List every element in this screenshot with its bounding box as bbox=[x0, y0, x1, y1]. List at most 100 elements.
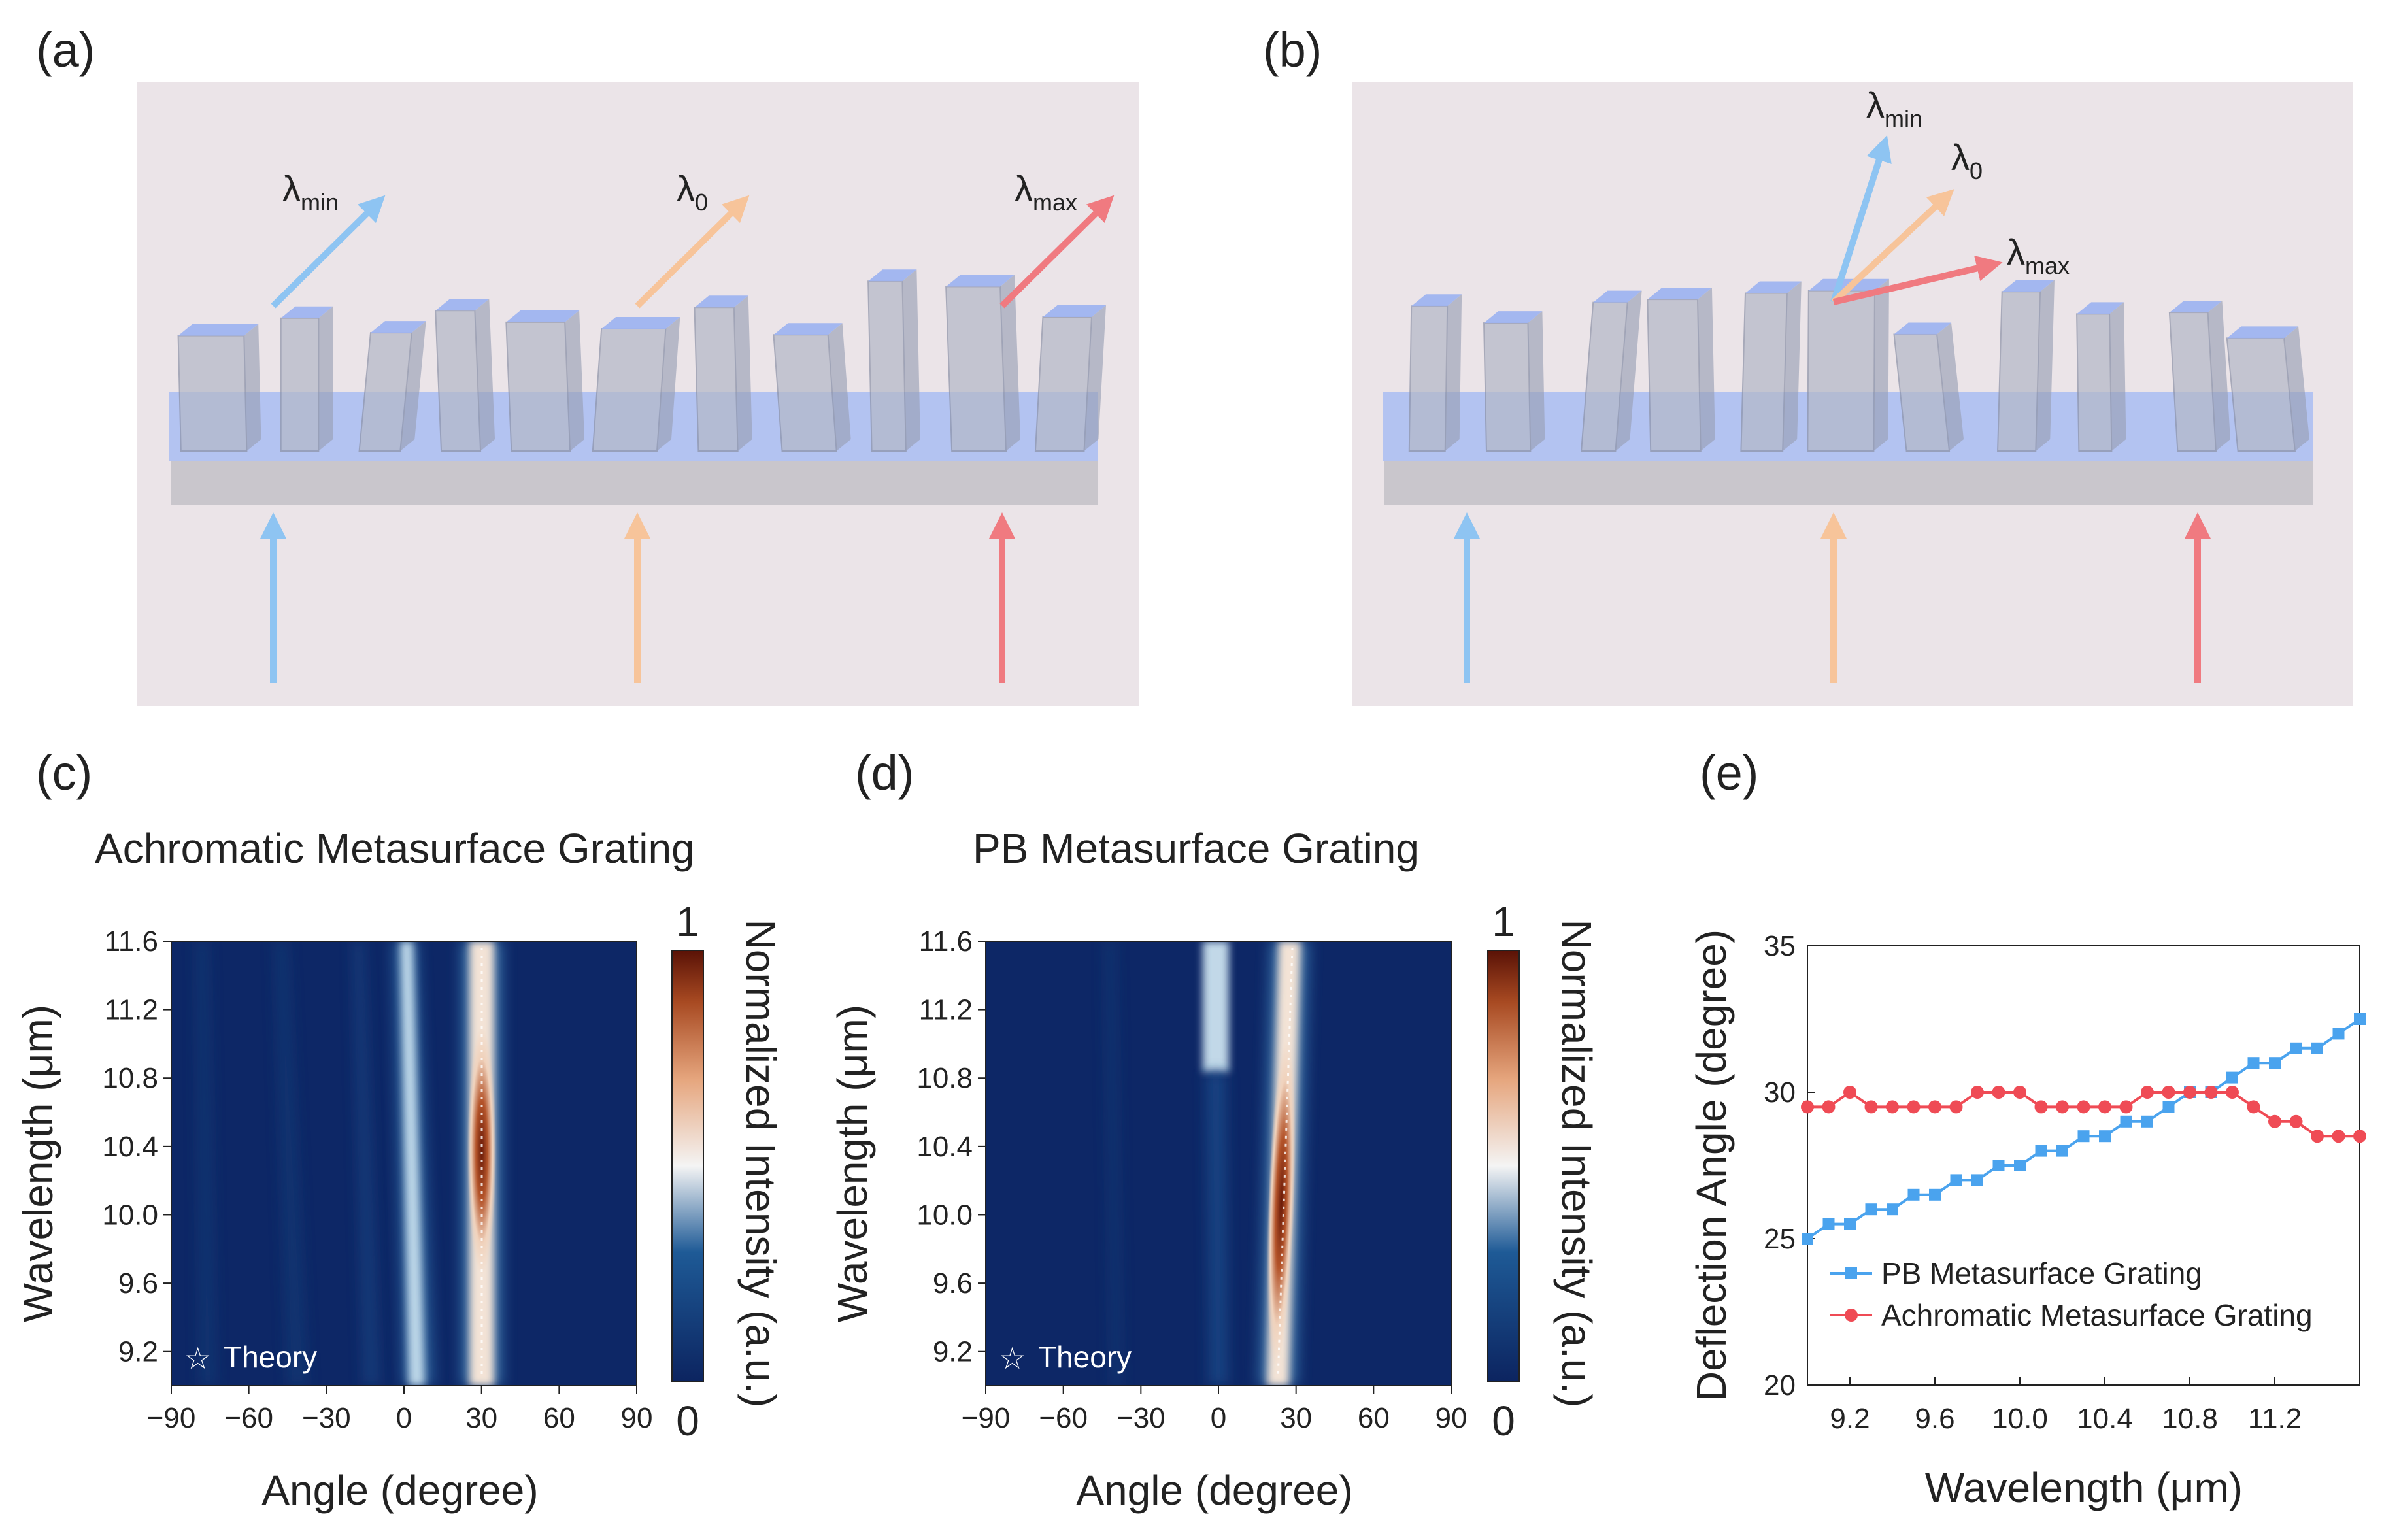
data-point-achromatic bbox=[1864, 1100, 1878, 1114]
output-arrow-min-b bbox=[1830, 135, 1892, 303]
schematic-b-pillar bbox=[2076, 302, 2126, 452]
heatmap-d-ytick-label: 10.4 bbox=[916, 1131, 973, 1163]
schematic-a-pillar-top bbox=[435, 299, 490, 311]
data-point-achromatic bbox=[1886, 1100, 1899, 1114]
schematic-b-pillar-side bbox=[1697, 288, 1715, 451]
schematic-a-pillar-top bbox=[946, 275, 1015, 287]
heatmap-d-ytick-label: 11.6 bbox=[919, 926, 973, 958]
data-point-pb bbox=[1822, 1218, 1835, 1230]
legend-item-pb: PB Metasurface Grating bbox=[1830, 1256, 2202, 1290]
data-point-pb bbox=[2077, 1130, 2090, 1143]
schematic-a-pillar-top bbox=[694, 295, 748, 308]
schematic-b-pillar-side bbox=[1528, 311, 1545, 451]
heatmap-c-zero-order bbox=[400, 941, 425, 1386]
schematic-a-pillar-side bbox=[999, 275, 1020, 451]
schematic-a-pillar-side bbox=[828, 323, 851, 451]
data-point-pb bbox=[2311, 1042, 2323, 1054]
heatmap-c-ylabel: Wavelength (μm) bbox=[14, 1005, 61, 1322]
heatmap-d-zero-order-top bbox=[1203, 941, 1229, 1072]
schematic-a-pillar-body bbox=[1034, 316, 1093, 452]
colorbar-c-label: Normalized Intensity (a.u.) bbox=[737, 920, 784, 1408]
line-chart-ytick-label: 25 bbox=[1764, 1223, 1796, 1255]
panel-label-c: (c) bbox=[36, 746, 92, 800]
colorbar-d bbox=[1487, 950, 1520, 1382]
schematic-a-pillar-top bbox=[868, 269, 917, 282]
schematic-a-pillar bbox=[867, 269, 920, 452]
schematic-a-pillar bbox=[1034, 305, 1106, 452]
schematic-a-pillar bbox=[177, 324, 261, 452]
lambda-min-label-b: λmin bbox=[1866, 84, 1922, 132]
schematic-b-pillar bbox=[1483, 311, 1545, 452]
substrate-side-a bbox=[171, 461, 1098, 505]
data-point-achromatic bbox=[2226, 1086, 2239, 1099]
line-chart-series bbox=[1801, 1013, 2366, 1245]
data-point-pb bbox=[1865, 1203, 1877, 1216]
schematic-a-pillar-top bbox=[371, 321, 426, 333]
theory-label-d: Theory bbox=[1038, 1340, 1132, 1374]
line-chart-legend: PB Metasurface Grating Achromatic Metasur… bbox=[1830, 1256, 2313, 1332]
data-point-pb bbox=[2120, 1115, 2132, 1128]
schematic-a-pillar-side bbox=[318, 306, 333, 451]
data-point-achromatic bbox=[2311, 1130, 2324, 1143]
schematic-b-pillar bbox=[1997, 280, 2055, 452]
output-arrow-zero-b bbox=[1831, 189, 1954, 305]
theory-star-c: ☆ bbox=[184, 1341, 211, 1375]
schematic-b-pillar-side bbox=[1937, 322, 1964, 451]
panel-label-a: (a) bbox=[36, 23, 95, 77]
line-chart-ticks: 9.2 9.6 10.0 10.4 10.8 11.2 35 30 25 20 bbox=[1764, 930, 2302, 1435]
heatmap-c-ytick-label: 11.6 bbox=[105, 926, 158, 958]
heatmap-c-faint-band-3 bbox=[353, 941, 379, 1386]
schematic-a-pillar-body bbox=[435, 310, 482, 452]
schematic-a-pillar bbox=[945, 275, 1020, 452]
schematic-a-pillar bbox=[592, 317, 680, 452]
data-point-pb bbox=[2162, 1101, 2175, 1113]
heatmap-c-ticks: −90 −60 −30 0 30 60 90 11.6 11.2 10.8 10.4 10.0 9.6 9… bbox=[102, 926, 652, 1434]
heatmap-d-intensity-peak bbox=[1267, 1039, 1296, 1366]
data-point-pb bbox=[1844, 1218, 1856, 1230]
heatmap-c-xtick-label: −90 bbox=[147, 1402, 196, 1434]
schematic-a-pillar-body bbox=[945, 286, 1007, 452]
schematic-b-pillar-side bbox=[2036, 280, 2055, 451]
line-chart-xlabel: Wavelength (μm) bbox=[1925, 1464, 2243, 1511]
data-point-achromatic bbox=[1992, 1086, 2005, 1099]
theory-star-d: ☆ bbox=[999, 1341, 1026, 1375]
title-d: PB Metasurface Grating bbox=[973, 825, 1419, 872]
schematic-b-pillar bbox=[1893, 322, 1964, 452]
colorbar-d-label: Normalized Intensity (a.u.) bbox=[1553, 920, 1600, 1408]
heatmap-d-xtick-label: 30 bbox=[1280, 1402, 1312, 1434]
schematic-a-pillar-side bbox=[1084, 305, 1106, 451]
schematic-a-pillar bbox=[358, 321, 426, 452]
schematic-a-pillar-side bbox=[565, 310, 585, 451]
schematic-b-pillar-body bbox=[1408, 305, 1449, 452]
data-point-pb bbox=[2247, 1057, 2260, 1069]
schematic-b-pillar-body bbox=[2226, 337, 2296, 452]
colorbar-c-min: 0 bbox=[676, 1398, 699, 1445]
output-arrow-min-a bbox=[271, 195, 386, 309]
schematic-a-pillar bbox=[435, 299, 495, 452]
heatmap-c-xtick-label: 30 bbox=[465, 1402, 497, 1434]
heatmap-c-xtick-label: 90 bbox=[621, 1402, 653, 1434]
schematic-b-pillar bbox=[1807, 278, 1889, 452]
heatmap-c-ytick-label: 11.2 bbox=[105, 994, 158, 1026]
schematic-a-pillar-top bbox=[773, 323, 843, 335]
schematic-a-pillar-side bbox=[475, 299, 495, 451]
panel-label-b: (b) bbox=[1263, 23, 1322, 77]
data-point-pb bbox=[2035, 1145, 2047, 1157]
pillars-b bbox=[1408, 278, 2309, 452]
schematic-a-pillar-top bbox=[506, 310, 580, 322]
colorbar-c bbox=[671, 950, 704, 1382]
data-point-pb bbox=[1907, 1188, 1920, 1201]
data-point-achromatic bbox=[1971, 1086, 1984, 1099]
data-point-achromatic bbox=[2289, 1114, 2303, 1128]
legend-label-pb: PB Metasurface Grating bbox=[1881, 1256, 2202, 1290]
line-chart-frame bbox=[1807, 945, 2360, 1386]
schematic-a-pillar-top bbox=[280, 306, 333, 318]
schematic-b-pillar-body bbox=[1740, 292, 1788, 452]
heatmap-d-xtick-label: −30 bbox=[1116, 1402, 1166, 1434]
schematic-a-pillar-body bbox=[177, 335, 248, 452]
heatmap-c-ytick-label: 9.6 bbox=[118, 1267, 158, 1299]
legend-marker-pb bbox=[1845, 1267, 1857, 1279]
heatmap-d-xtick-label: −60 bbox=[1039, 1402, 1088, 1434]
schematic-a-pillar-side bbox=[902, 269, 920, 451]
line-chart-xtick-label: 9.6 bbox=[1915, 1403, 1954, 1435]
